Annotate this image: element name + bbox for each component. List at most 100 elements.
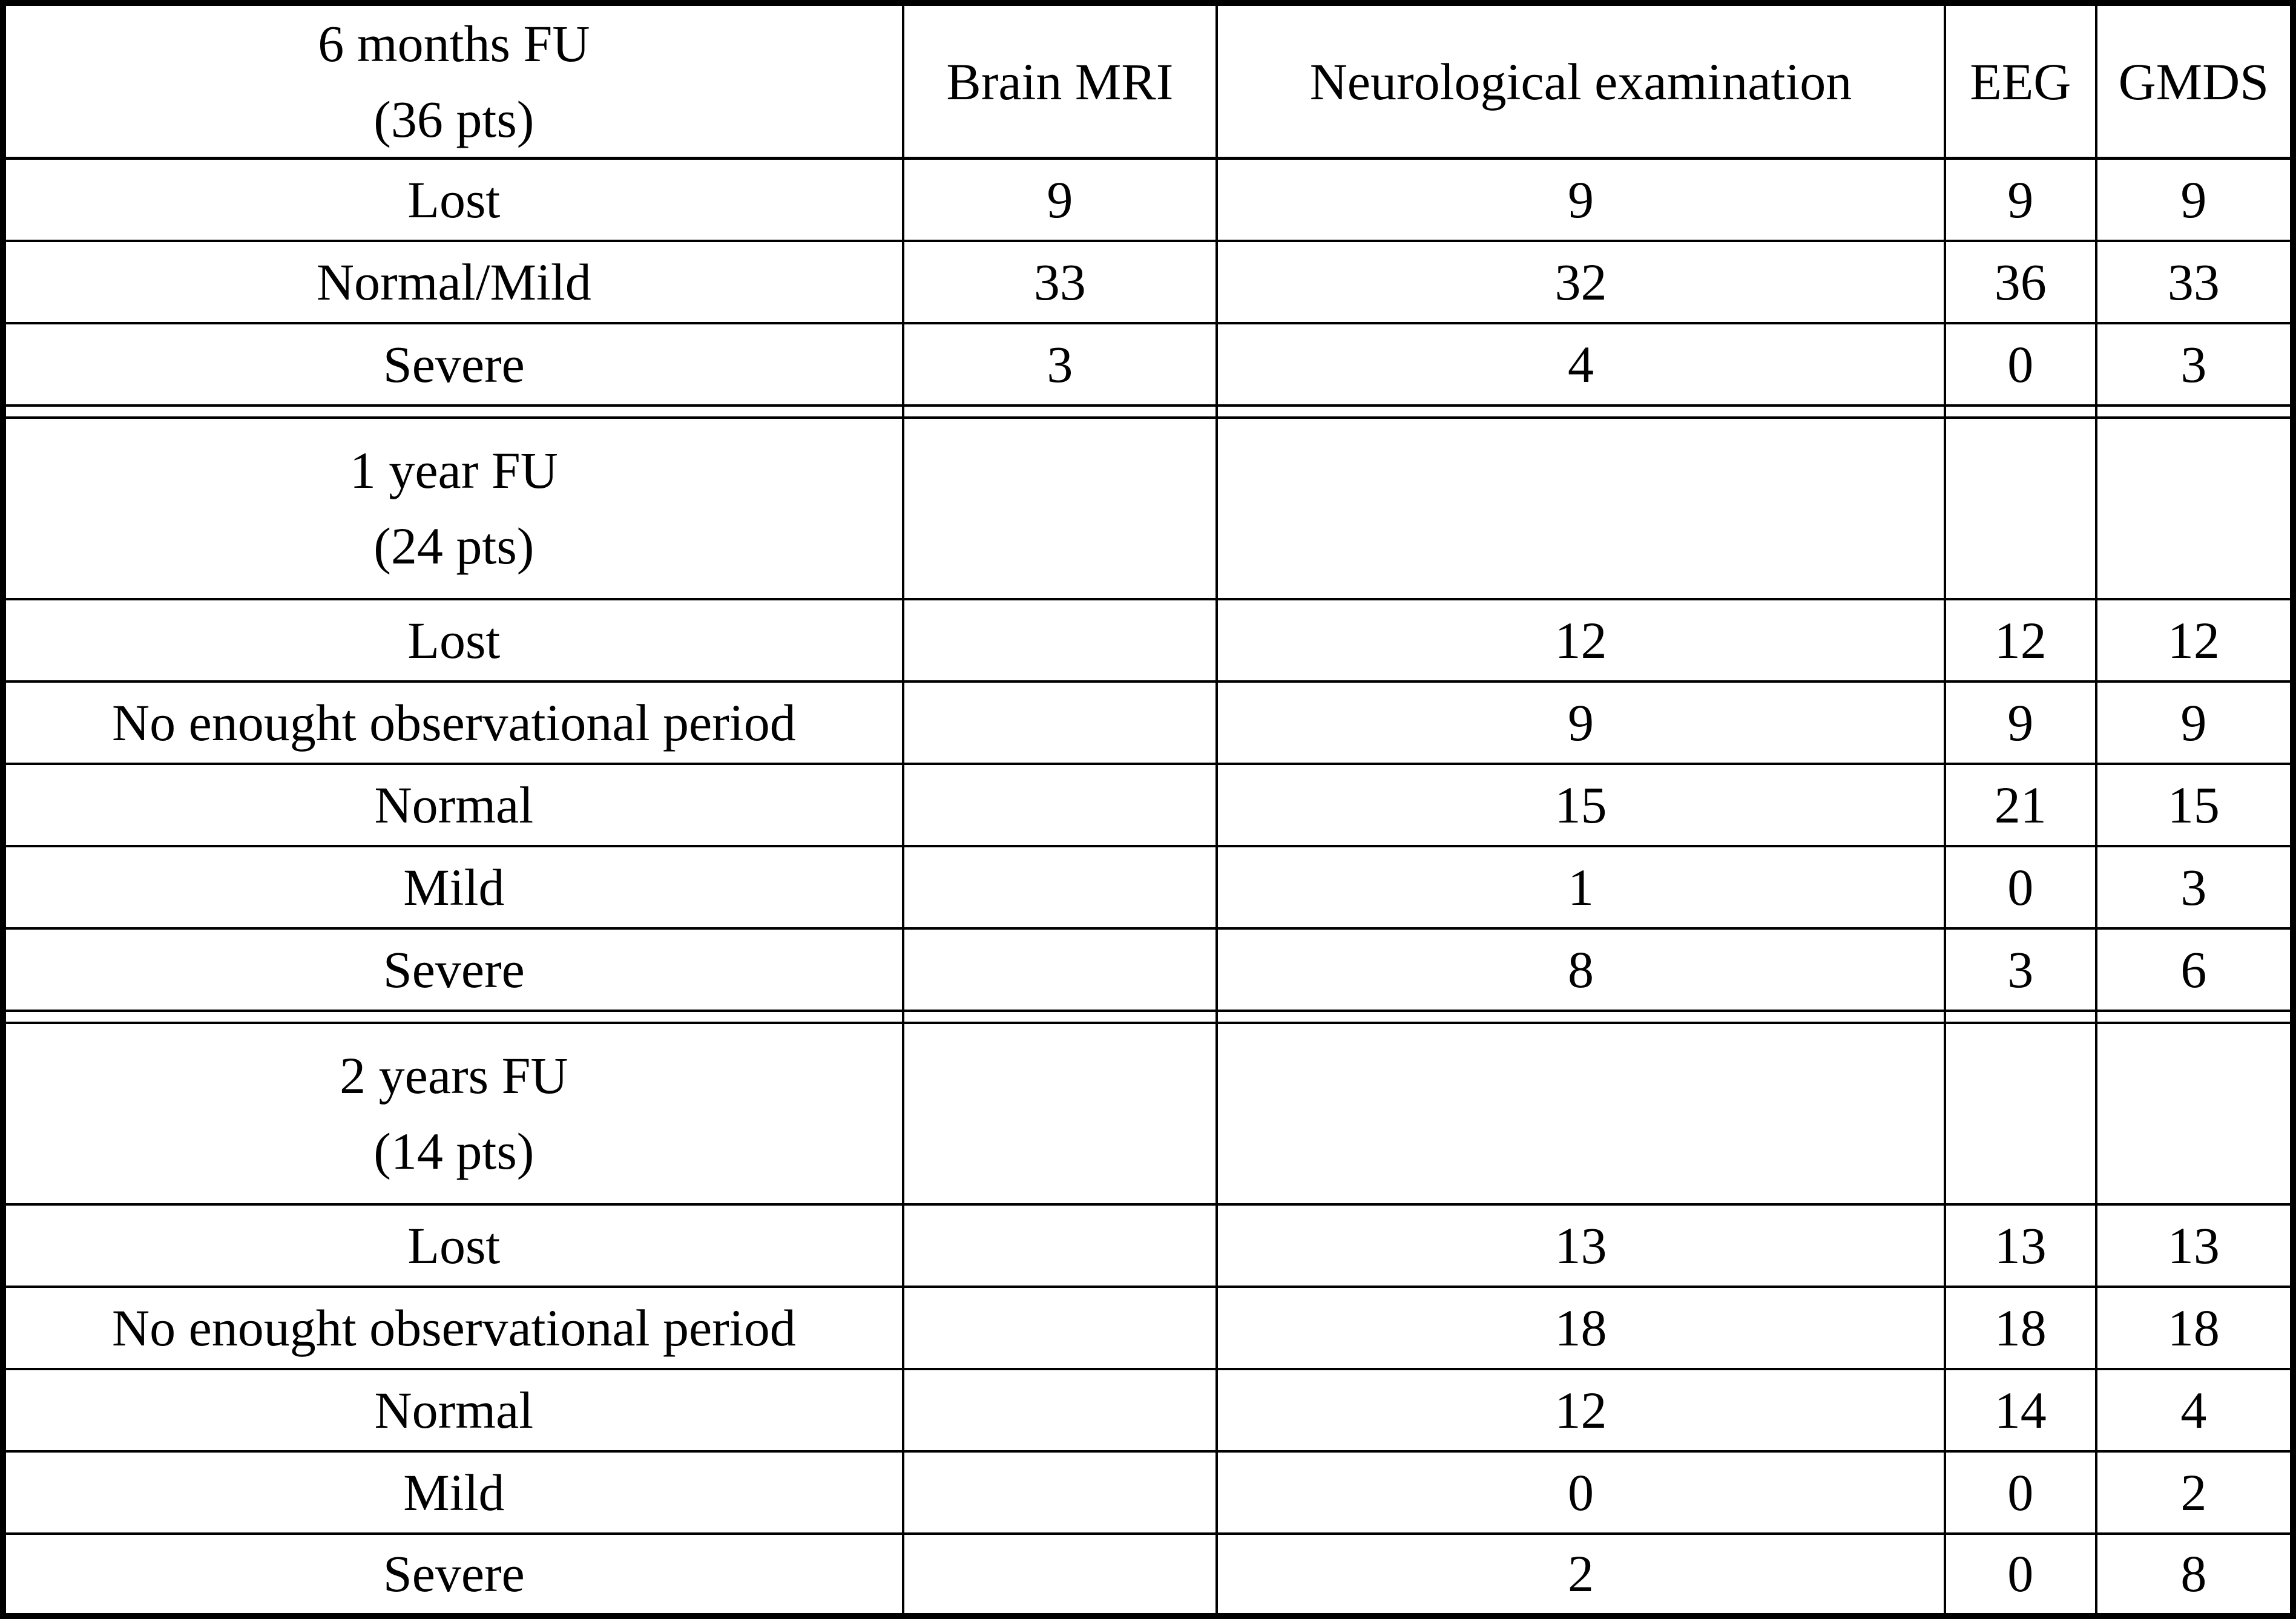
empty-cell [2094, 1021, 2295, 1206]
row-label: Mild [2, 1450, 904, 1535]
cell-brain-mri: 3 [901, 321, 1218, 407]
separator-cell [1215, 404, 1946, 419]
table-row-2yr-severe: Severe 2 0 8 [2, 1532, 2295, 1617]
separator-cell [2094, 404, 2295, 419]
column-header-eeg: EEG [1943, 2, 2097, 160]
row-label: Lost [2, 1203, 904, 1288]
empty-cell [1943, 1021, 2097, 1206]
separator-cell [1215, 1009, 1946, 1024]
table-row-2yr-normal: Normal 12 14 4 [2, 1367, 2295, 1453]
cell-gmds: 3 [2094, 844, 2295, 930]
cell-brain-mri [901, 680, 1218, 765]
separator-cell [1943, 404, 2097, 419]
cell-neurological-examination: 9 [1215, 157, 1946, 242]
section-title-line2: (14 pts) [373, 1121, 535, 1180]
cell-eeg: 14 [1943, 1367, 2097, 1453]
empty-cell [901, 416, 1218, 600]
cell-gmds: 8 [2094, 1532, 2295, 1617]
cell-eeg: 0 [1943, 844, 2097, 930]
separator-cell [2, 1009, 904, 1024]
cell-eeg: 9 [1943, 680, 2097, 765]
section-header-row-1-year: 1 year FU (24 pts) [2, 416, 2295, 600]
cell-neurological-examination: 32 [1215, 239, 1946, 324]
cell-neurological-examination: 0 [1215, 1450, 1946, 1535]
cell-neurological-examination: 13 [1215, 1203, 1946, 1288]
section-title-cell-6-months: 6 months FU (36 pts) [2, 2, 904, 160]
row-label: Normal [2, 1367, 904, 1453]
table-row-1yr-normal: Normal 15 21 15 [2, 762, 2295, 847]
cell-brain-mri [901, 1285, 1218, 1370]
cell-gmds: 9 [2094, 157, 2295, 242]
cell-gmds: 9 [2094, 680, 2295, 765]
table-row-6mo-severe: Severe 3 4 0 3 [2, 321, 2295, 407]
cell-eeg: 0 [1943, 1532, 2097, 1617]
table-row-2yr-no-enought-observational-period: No enought observational period 18 18 18 [2, 1285, 2295, 1370]
table-row-1yr-mild: Mild 1 0 3 [2, 844, 2295, 930]
cell-gmds: 6 [2094, 927, 2295, 1012]
cell-gmds: 2 [2094, 1450, 2295, 1535]
row-label: Severe [2, 1532, 904, 1617]
section-separator [2, 404, 2295, 419]
row-label: Mild [2, 844, 904, 930]
cell-gmds: 18 [2094, 1285, 2295, 1370]
cell-brain-mri [901, 1532, 1218, 1617]
cell-eeg: 21 [1943, 762, 2097, 847]
cell-neurological-examination: 8 [1215, 927, 1946, 1012]
row-label: Severe [2, 321, 904, 407]
cell-gmds: 3 [2094, 321, 2295, 407]
cell-brain-mri [901, 762, 1218, 847]
separator-cell [2, 404, 904, 419]
cell-eeg: 3 [1943, 927, 2097, 1012]
column-header-gmds: GMDS [2094, 2, 2295, 160]
cell-neurological-examination: 1 [1215, 844, 1946, 930]
section-separator [2, 1009, 2295, 1024]
table-row-1yr-severe: Severe 8 3 6 [2, 927, 2295, 1012]
section-title-line2: (24 pts) [373, 516, 535, 575]
separator-cell [1943, 1009, 2097, 1024]
table-row-1yr-lost: Lost 12 12 12 [2, 597, 2295, 683]
cell-neurological-examination: 9 [1215, 680, 1946, 765]
table-row-6mo-lost: Lost 9 9 9 9 [2, 157, 2295, 242]
section-header-row-2-years: 2 years FU (14 pts) [2, 1021, 2295, 1206]
column-header-neurological-examination: Neurological examination [1215, 2, 1946, 160]
cell-brain-mri: 33 [901, 239, 1218, 324]
cell-eeg: 13 [1943, 1203, 2097, 1288]
cell-gmds: 33 [2094, 239, 2295, 324]
cell-eeg: 12 [1943, 597, 2097, 683]
cell-neurological-examination: 15 [1215, 762, 1946, 847]
row-label: Lost [2, 157, 904, 242]
cell-brain-mri: 9 [901, 157, 1218, 242]
cell-eeg: 0 [1943, 321, 2097, 407]
cell-brain-mri [901, 1450, 1218, 1535]
table-row-1yr-no-enought-observational-period: No enought observational period 9 9 9 [2, 680, 2295, 765]
cell-brain-mri [901, 1367, 1218, 1453]
cell-eeg: 36 [1943, 239, 2097, 324]
cell-gmds: 13 [2094, 1203, 2295, 1288]
table-row-6mo-normal-mild: Normal/Mild 33 32 36 33 [2, 239, 2295, 324]
section-title-line1: 1 year FU [349, 441, 558, 500]
cell-neurological-examination: 12 [1215, 1367, 1946, 1453]
row-label: Normal/Mild [2, 239, 904, 324]
cell-eeg: 0 [1943, 1450, 2097, 1535]
section-title-cell-2-years: 2 years FU (14 pts) [2, 1021, 904, 1206]
row-label: No enought observational period [2, 1285, 904, 1370]
row-label: Lost [2, 597, 904, 683]
separator-cell [2094, 1009, 2295, 1024]
section-header-row-6-months: 6 months FU (36 pts) Brain MRI Neurologi… [2, 2, 2295, 160]
cell-neurological-examination: 12 [1215, 597, 1946, 683]
cell-eeg: 9 [1943, 157, 2097, 242]
cell-brain-mri [901, 927, 1218, 1012]
table-row-2yr-lost: Lost 13 13 13 [2, 1203, 2295, 1288]
row-label: Severe [2, 927, 904, 1012]
cell-eeg: 18 [1943, 1285, 2097, 1370]
section-title-line1: 2 years FU [340, 1046, 568, 1105]
cell-neurological-examination: 2 [1215, 1532, 1946, 1617]
section-title-line1: 6 months FU [318, 15, 590, 73]
cell-neurological-examination: 4 [1215, 321, 1946, 407]
row-label: No enought observational period [2, 680, 904, 765]
cell-brain-mri [901, 597, 1218, 683]
row-label: Normal [2, 762, 904, 847]
section-title-cell-1-year: 1 year FU (24 pts) [2, 416, 904, 600]
